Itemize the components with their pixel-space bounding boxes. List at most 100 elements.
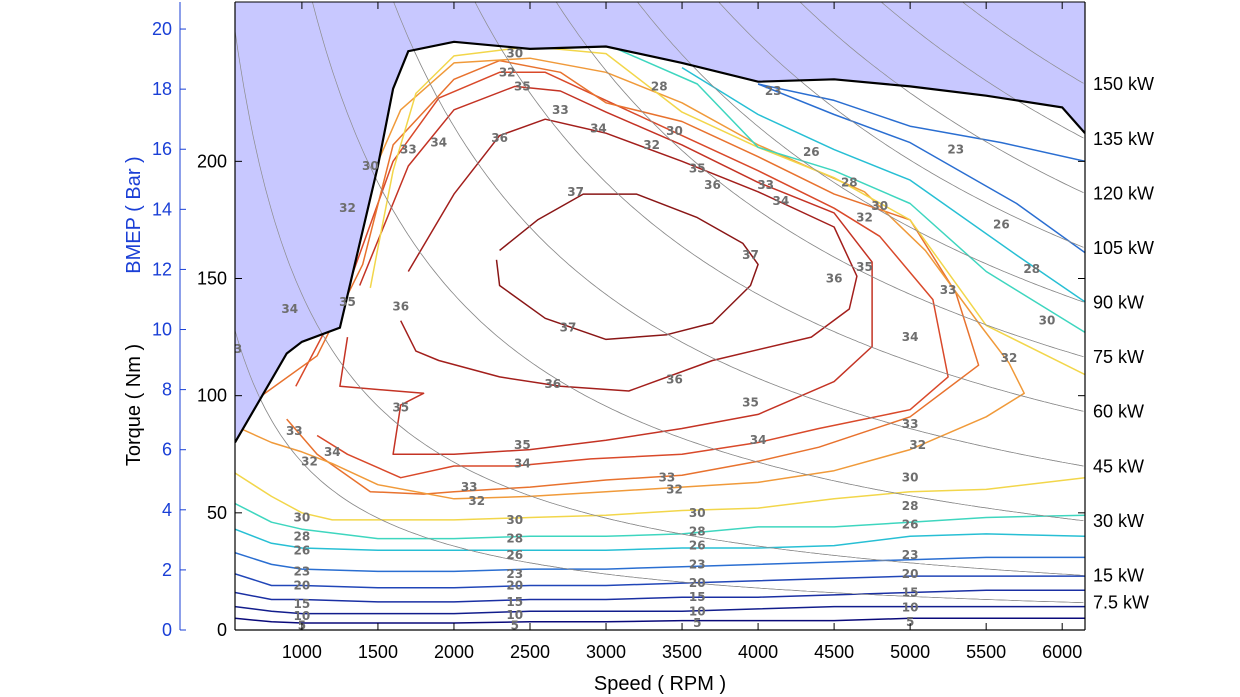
y-tick-label: 0 xyxy=(217,620,227,640)
bmep-tick-label: 18 xyxy=(152,79,172,99)
contour-label: 30 xyxy=(902,471,919,485)
x-tick-label: 6000 xyxy=(1042,642,1082,662)
contour-line-23 xyxy=(757,83,1085,163)
contour-label: 32 xyxy=(856,211,873,225)
power-line-overlay xyxy=(799,2,1084,194)
contour-line-34 xyxy=(295,71,949,479)
bmep-tick-label: 8 xyxy=(162,380,172,400)
contour-line-30 xyxy=(235,45,1085,521)
contour-label: 35 xyxy=(392,400,409,414)
contour-label: 5 xyxy=(511,618,519,632)
contour-label: 23 xyxy=(902,548,919,562)
x-tick-label: 4500 xyxy=(814,642,854,662)
contour-label: 35 xyxy=(514,79,531,93)
axes: 7.5 kW 15 kW 30 kW 45 kW 60 kW 75 kW 90 kW 105 … xyxy=(152,2,1154,662)
contour-label: 34 xyxy=(750,433,767,447)
bmep-tick-label: 2 xyxy=(162,560,172,580)
contour-label: 30 xyxy=(871,199,888,213)
contour-label: 26 xyxy=(506,548,523,562)
contour-label: 36 xyxy=(666,372,683,386)
contour-label: 37 xyxy=(560,321,577,335)
x-tick-label: 4000 xyxy=(738,642,778,662)
wot-boundary-line xyxy=(235,40,1085,444)
x-tick-label: 2500 xyxy=(510,642,550,662)
contour-label: 28 xyxy=(841,175,858,189)
contour-label: 34 xyxy=(514,457,531,471)
contour-label: 32 xyxy=(468,494,485,508)
bmep-axis-title: BMEP ( Bar ) xyxy=(123,156,145,273)
contour-label: 23 xyxy=(294,564,311,578)
contour-label: 30 xyxy=(294,511,311,525)
contour-label: 20 xyxy=(902,567,919,581)
contour-label: 32 xyxy=(499,65,516,79)
contour-label: 20 xyxy=(506,578,523,592)
x-tick-label: 3500 xyxy=(662,642,702,662)
power-line-overlay xyxy=(555,2,1084,358)
contour-label: 33 xyxy=(902,417,919,431)
contour-line-32 xyxy=(235,57,1025,500)
power-line-overlay xyxy=(474,2,1084,412)
contour-line-20 xyxy=(235,573,1085,589)
contour-label: 36 xyxy=(392,300,409,314)
contour-label: 35 xyxy=(514,438,531,452)
power-line-overlay xyxy=(718,2,1084,248)
contour-label: 35 xyxy=(339,295,356,309)
contour-label: 28 xyxy=(506,532,523,546)
contour-label: 26 xyxy=(993,218,1010,232)
plot-frame xyxy=(234,1,1086,631)
y-tick-label: 200 xyxy=(197,151,227,171)
power-line-label: 7.5 kW xyxy=(1093,593,1149,613)
contour-label: 15 xyxy=(294,597,311,611)
contour-label: 23 xyxy=(947,143,964,157)
power-line-overlay xyxy=(636,2,1084,303)
contour-label: 33 xyxy=(286,424,303,438)
contour-label: 30 xyxy=(362,159,379,173)
contour-label: 32 xyxy=(643,138,660,152)
contour-label: 33 xyxy=(940,283,957,297)
y-tick-label: 150 xyxy=(197,269,227,289)
y-axis-title: Torque ( Nm ) xyxy=(123,344,145,466)
power-line-label: 150 kW xyxy=(1093,74,1154,94)
contour-label: 37 xyxy=(567,185,584,199)
bmep-tick-label: 10 xyxy=(152,320,172,340)
contour-label: 26 xyxy=(294,543,311,557)
x-tick-label: 5000 xyxy=(890,642,930,662)
power-line xyxy=(235,330,1084,604)
contour-label: 28 xyxy=(689,525,706,539)
power-line-overlay xyxy=(393,2,1084,467)
contour-line-23 xyxy=(235,83,1085,573)
y-tick-label: 100 xyxy=(197,386,227,406)
power-line-overlay xyxy=(235,30,1084,576)
contour-label: 33 xyxy=(400,143,417,157)
contour-label: 32 xyxy=(301,454,318,468)
bmep-tick-label: 4 xyxy=(162,500,172,520)
contour-label: 34 xyxy=(324,445,341,459)
contour-label: 5 xyxy=(693,616,701,630)
x-tick-label: 1500 xyxy=(358,642,398,662)
bmep-tick-label: 20 xyxy=(152,19,172,39)
contour-label: 36 xyxy=(544,377,561,391)
contour-label: 32 xyxy=(909,438,926,452)
contour-label: 33 xyxy=(658,471,675,485)
contour-label: 34 xyxy=(773,194,790,208)
wot-region xyxy=(235,2,1085,443)
contour-line-37 xyxy=(495,193,759,341)
contour-label: 28 xyxy=(902,499,919,513)
contour-label: 23 xyxy=(765,84,782,98)
contour-label: 10 xyxy=(689,604,706,618)
contour-label: 15 xyxy=(902,586,919,600)
power-line-label: 120 kW xyxy=(1093,183,1154,203)
contour-line-36 xyxy=(400,118,858,392)
contour-label: 30 xyxy=(506,513,523,527)
power-line-label: 135 kW xyxy=(1093,129,1154,149)
x-tick-label: 2000 xyxy=(434,642,474,662)
contour-label: 34 xyxy=(590,122,607,136)
contour-label: 30 xyxy=(506,47,523,61)
y-tick-label: 50 xyxy=(207,503,227,523)
x-tick-label: 5500 xyxy=(966,642,1006,662)
bmep-tick-label: 6 xyxy=(162,440,172,460)
contour-label: 23 xyxy=(506,567,523,581)
contour-label: 32 xyxy=(1001,351,1018,365)
